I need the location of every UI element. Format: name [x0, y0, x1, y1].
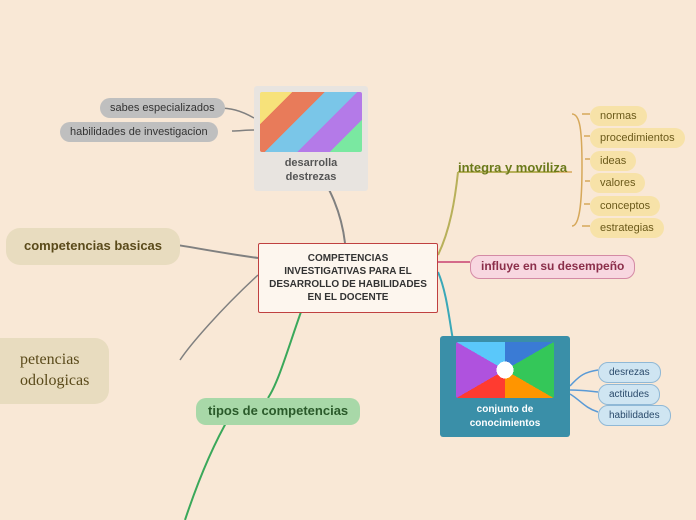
desarrolla-card[interactable]: desarrolla destrezas — [254, 86, 368, 191]
integra-child-conceptos[interactable]: conceptos — [590, 196, 660, 216]
comp-metodologicas[interactable]: petencias odologicas — [0, 338, 109, 404]
integra-child-normas[interactable]: normas — [590, 106, 647, 126]
comp-basicas[interactable]: competencias basicas — [6, 228, 180, 265]
integra-label[interactable]: integra y moviliza — [458, 160, 567, 177]
conjunto-title: conjunto de conocimientos — [470, 404, 541, 429]
integra-child-ideas[interactable]: ideas — [590, 151, 636, 171]
habilidades-investigacion[interactable]: habilidades de investigacion — [60, 122, 218, 142]
integra-child-valores[interactable]: valores — [590, 173, 645, 193]
influye-node[interactable]: influye en su desempeño — [470, 255, 635, 279]
conjunto-child-desrezas[interactable]: desrezas — [598, 362, 661, 383]
conjunto-child-habilidades[interactable]: habilidades — [598, 405, 671, 426]
tipos-label[interactable]: tipos de competencias — [196, 398, 360, 425]
sabes-especializados[interactable]: sabes especializados — [100, 98, 225, 118]
conjunto-child-actitudes[interactable]: actitudes — [598, 384, 660, 405]
desarrolla-title: desarrolla destrezas — [285, 157, 338, 183]
desarrolla-thumb — [260, 92, 362, 152]
conjunto-thumb — [456, 342, 554, 398]
center-node[interactable]: COMPETENCIAS INVESTIGATIVAS PARA EL DESA… — [258, 243, 438, 313]
integra-child-estrategias[interactable]: estrategias — [590, 218, 664, 238]
integra-child-procedimientos[interactable]: procedimientos — [590, 128, 685, 148]
conjunto-card[interactable]: conjunto de conocimientos — [440, 336, 570, 437]
center-title: COMPETENCIAS INVESTIGATIVAS PARA EL DESA… — [269, 253, 427, 303]
